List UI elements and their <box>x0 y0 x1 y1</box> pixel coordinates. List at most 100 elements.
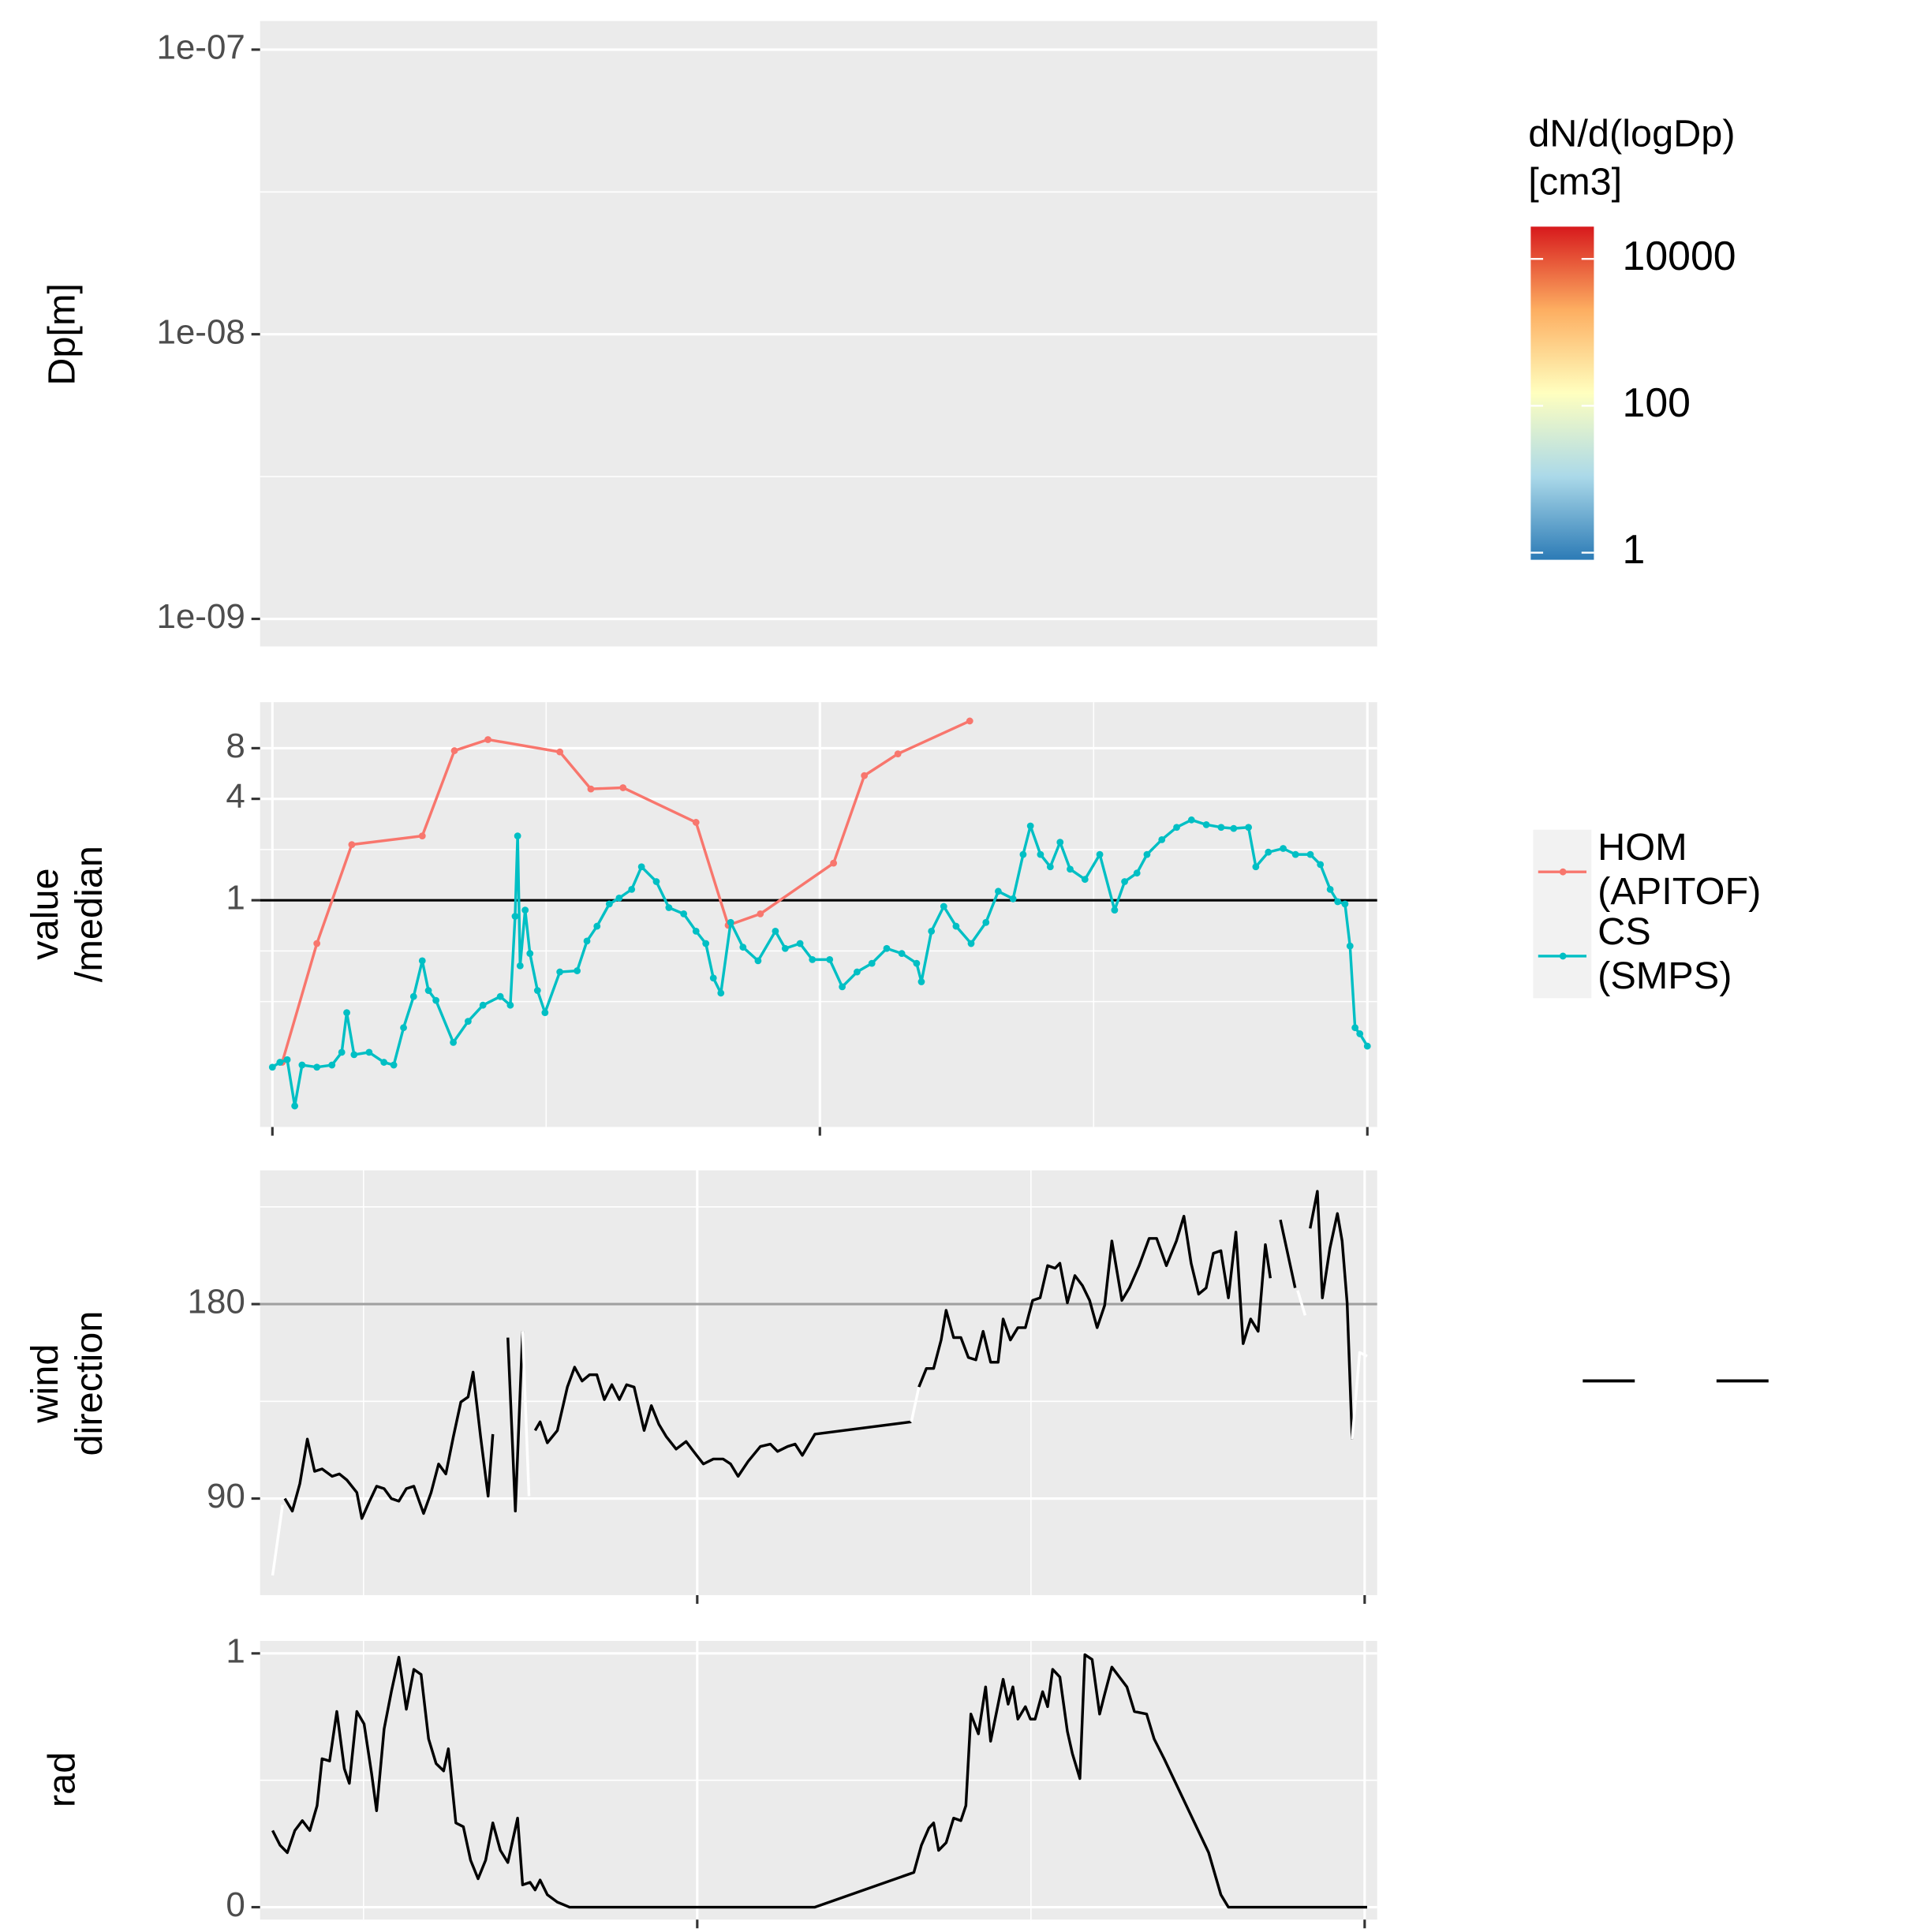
data-point <box>717 989 725 997</box>
data-point <box>541 1009 549 1017</box>
data-point <box>1245 824 1253 831</box>
data-point <box>952 922 960 930</box>
data-point <box>1037 850 1044 858</box>
data-point <box>628 885 636 893</box>
data-point <box>313 1063 321 1071</box>
data-point <box>593 922 601 930</box>
data-point <box>1326 885 1334 893</box>
y-tick-label: 90 <box>207 1477 245 1515</box>
data-point <box>809 955 817 963</box>
data-line <box>271 1290 1368 1576</box>
data-point <box>727 918 734 926</box>
data-point <box>1111 906 1119 914</box>
y-axis-title: rad <box>40 1752 83 1807</box>
data-point <box>1056 839 1064 846</box>
data-point <box>995 888 1002 895</box>
data-point <box>894 750 902 758</box>
data-point <box>348 841 356 849</box>
data-point <box>665 904 673 911</box>
data-point <box>574 967 581 974</box>
data-point <box>854 968 861 976</box>
colorbar-tick-label: 1 <box>1623 526 1646 572</box>
data-point <box>680 910 688 917</box>
data-point <box>1173 824 1180 831</box>
data-point <box>450 1039 457 1046</box>
legend-label: CS (SMPS) <box>1598 910 1732 997</box>
data-point <box>754 957 762 965</box>
data-point <box>450 747 458 754</box>
data-point <box>615 894 623 902</box>
data-point <box>692 927 700 935</box>
data-point <box>338 1048 346 1056</box>
data-point <box>619 784 627 791</box>
data-point <box>464 1018 472 1025</box>
data-point <box>781 944 789 952</box>
data-point <box>1067 865 1074 873</box>
data-point <box>1341 900 1349 908</box>
data-point <box>418 832 426 839</box>
y-tick-label: 1 <box>226 1631 245 1670</box>
y-axis-title: value/median <box>24 846 110 982</box>
data-point <box>692 819 700 826</box>
data-point <box>1317 861 1325 869</box>
data-point <box>709 974 717 982</box>
data-point <box>511 913 519 920</box>
data-point <box>702 940 710 947</box>
data-point <box>826 955 834 963</box>
data-point <box>1158 835 1166 843</box>
data-point <box>1143 850 1151 858</box>
data-point <box>521 906 529 914</box>
data-point <box>313 940 321 947</box>
data-line <box>281 719 970 1063</box>
data-point <box>861 772 869 779</box>
data-point <box>556 968 564 976</box>
panel-background <box>260 702 1377 1127</box>
data-point <box>1265 848 1272 856</box>
data-point <box>1306 850 1314 858</box>
data-point <box>1334 898 1342 906</box>
data-point <box>506 1001 514 1009</box>
data-point <box>883 944 891 952</box>
data-point <box>928 927 936 935</box>
data-point <box>637 863 645 871</box>
data-point <box>533 987 541 994</box>
data-point <box>868 959 876 967</box>
data-point <box>418 957 426 965</box>
data-line <box>271 1653 1368 1909</box>
colorbar-title: dN/d(logDp) [cm3] <box>1528 113 1735 204</box>
data-point <box>1356 1030 1364 1037</box>
data-point <box>1081 876 1089 884</box>
data-point <box>1252 863 1260 871</box>
data-point <box>276 1059 284 1066</box>
data-point <box>479 1001 487 1009</box>
y-tick-label: 0 <box>226 1885 245 1924</box>
y-tick-label: 4 <box>226 777 245 816</box>
y-axis-title: Dp[m] <box>40 283 83 386</box>
y-tick-label: 1e-07 <box>156 28 245 67</box>
colorbar-tick-label: 100 <box>1623 379 1691 425</box>
data-point <box>913 959 921 967</box>
data-point <box>898 950 906 957</box>
data-point <box>652 878 660 885</box>
y-tick-label: 1e-09 <box>156 597 245 636</box>
data-point <box>605 900 613 908</box>
data-point <box>1291 850 1299 858</box>
data-point <box>380 1059 388 1066</box>
data-point <box>587 785 595 793</box>
data-point <box>1096 850 1104 858</box>
data-point <box>1046 863 1054 871</box>
y-tick-label: 1e-08 <box>156 312 245 351</box>
data-point <box>757 910 764 917</box>
data-point <box>1009 895 1017 902</box>
data-point <box>967 940 975 947</box>
data-point <box>298 1061 306 1069</box>
data-point <box>1230 824 1238 832</box>
data-point <box>424 987 432 994</box>
data-point <box>940 902 947 910</box>
data-point <box>514 832 521 839</box>
data-point <box>350 1051 358 1059</box>
y-tick-label: 1 <box>226 879 245 917</box>
data-point <box>1133 869 1141 877</box>
y-tick-label: 180 <box>188 1283 245 1321</box>
